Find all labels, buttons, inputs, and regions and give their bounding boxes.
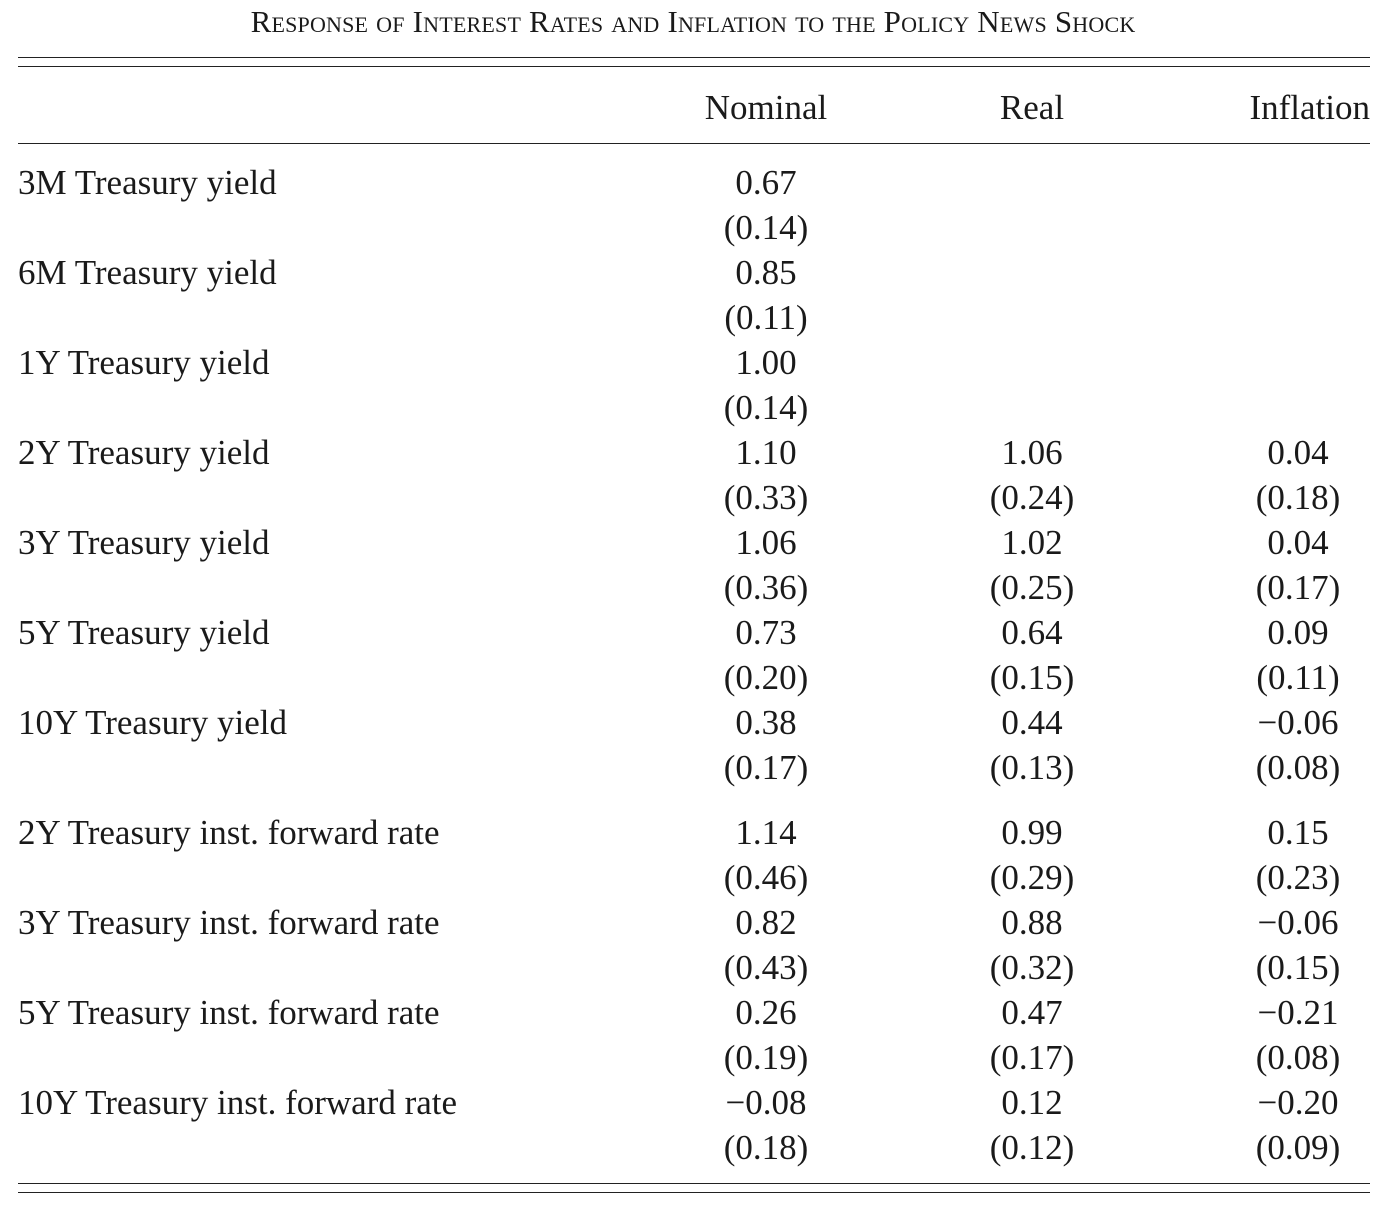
inflation-coefficient [1198, 340, 1386, 385]
nominal-coefficient: 1.00 [735, 343, 797, 382]
real-standard-error [932, 385, 1132, 430]
real-coefficient [932, 160, 1132, 205]
nominal-standard-error: (0.17) [723, 748, 809, 787]
row-label: 3M Treasury yield [18, 163, 277, 202]
real-coefficient [932, 250, 1132, 295]
inflation-coefficient: 0.15 [1267, 813, 1329, 852]
real-coefficient [932, 340, 1132, 385]
inflation-standard-error: (0.08) [1255, 748, 1341, 787]
row-label: 5Y Treasury yield [18, 613, 270, 652]
row-label: 3Y Treasury yield [18, 523, 270, 562]
row-label: 2Y Treasury yield [18, 433, 270, 472]
table-row: 6M Treasury yield 0.85 (0.11) [18, 250, 1370, 340]
nominal-standard-error: (0.19) [723, 1038, 809, 1077]
inflation-coefficient [1198, 250, 1386, 295]
real-coefficient: 0.64 [1001, 613, 1063, 652]
inflation-standard-error [1198, 295, 1386, 340]
bottom-rule-2 [18, 1192, 1370, 1193]
real-standard-error: (0.12) [989, 1128, 1075, 1167]
row-label: 2Y Treasury inst. forward rate [18, 813, 440, 852]
inflation-coefficient: 0.04 [1267, 523, 1329, 562]
table-row: 3Y Treasury yield 1.06 (0.36) 1.02 (0.25) 0.0… [18, 520, 1370, 610]
nominal-standard-error: (0.43) [723, 948, 809, 987]
top-rule-1 [18, 57, 1370, 58]
nominal-coefficient: 0.67 [735, 163, 797, 202]
real-standard-error: (0.13) [989, 748, 1075, 787]
nominal-standard-error: (0.20) [723, 658, 809, 697]
inflation-standard-error: (0.09) [1255, 1128, 1341, 1167]
nominal-coefficient: 0.73 [735, 613, 797, 652]
row-label: 10Y Treasury inst. forward rate [18, 1083, 458, 1122]
real-coefficient: 0.88 [1001, 903, 1063, 942]
nominal-standard-error: (0.14) [723, 208, 809, 247]
table-row: 3Y Treasury inst. forward rate 0.82 (0.43)… [18, 900, 1370, 990]
nominal-coefficient: 0.26 [735, 993, 797, 1032]
nominal-coefficient: 1.06 [735, 523, 797, 562]
real-standard-error [932, 295, 1132, 340]
inflation-standard-error [1198, 205, 1386, 250]
real-coefficient: 0.44 [1001, 703, 1063, 742]
real-standard-error: (0.24) [989, 478, 1075, 517]
inflation-coefficient [1198, 160, 1386, 205]
nominal-standard-error: (0.18) [723, 1128, 809, 1167]
inflation-standard-error: (0.08) [1255, 1038, 1341, 1077]
nominal-standard-error: (0.11) [724, 298, 808, 337]
nominal-standard-error: (0.36) [723, 568, 809, 607]
nominal-coefficient: −0.08 [725, 1083, 807, 1122]
top-rule-2 [18, 66, 1370, 67]
table-row: 5Y Treasury inst. forward rate 0.26 (0.19)… [18, 990, 1370, 1080]
table-row: 1Y Treasury yield 1.00 (0.14) [18, 340, 1370, 430]
inflation-standard-error: (0.11) [1256, 658, 1340, 697]
real-standard-error: (0.25) [989, 568, 1075, 607]
row-label: 5Y Treasury inst. forward rate [18, 993, 440, 1032]
table-row: 3M Treasury yield 0.67 (0.14) [18, 160, 1370, 250]
real-standard-error: (0.32) [989, 948, 1075, 987]
inflation-coefficient: −0.20 [1257, 1083, 1339, 1122]
table-row: 10Y Treasury yield 0.38 (0.17) 0.44 (0.13) −0… [18, 700, 1370, 790]
inflation-coefficient: −0.06 [1257, 903, 1339, 942]
real-coefficient: 0.12 [1001, 1083, 1063, 1122]
nominal-coefficient: 0.82 [735, 903, 797, 942]
inflation-standard-error: (0.23) [1255, 858, 1341, 897]
real-standard-error [932, 205, 1132, 250]
inflation-standard-error: (0.15) [1255, 948, 1341, 987]
row-label: 10Y Treasury yield [18, 703, 287, 742]
inflation-coefficient: 0.09 [1267, 613, 1329, 652]
row-label: 1Y Treasury yield [18, 343, 270, 382]
inflation-coefficient: −0.06 [1257, 703, 1339, 742]
bottom-rule-1 [18, 1183, 1370, 1184]
inflation-standard-error [1198, 385, 1386, 430]
table-row: 2Y Treasury yield 1.10 (0.33) 1.06 (0.24) 0.0… [18, 430, 1370, 520]
nominal-standard-error: (0.14) [723, 388, 809, 427]
column-header-inflation: Inflation [1249, 88, 1370, 127]
real-coefficient: 1.02 [1001, 523, 1063, 562]
real-standard-error: (0.29) [989, 858, 1075, 897]
table-caption: Response of Interest Rates and Inflation… [250, 4, 1136, 39]
inflation-coefficient: 0.04 [1267, 433, 1329, 472]
real-coefficient: 1.06 [1001, 433, 1063, 472]
nominal-standard-error: (0.33) [723, 478, 809, 517]
inflation-standard-error: (0.18) [1255, 478, 1341, 517]
column-header-nominal: Nominal [704, 88, 828, 127]
nominal-coefficient: 0.85 [735, 253, 797, 292]
nominal-standard-error: (0.46) [723, 858, 809, 897]
nominal-coefficient: 1.14 [735, 813, 797, 852]
table-row: 5Y Treasury yield 0.73 (0.20) 0.64 (0.15) 0.0… [18, 610, 1370, 700]
nominal-coefficient: 1.10 [735, 433, 797, 472]
table-row: 2Y Treasury inst. forward rate 1.14 (0.46)… [18, 810, 1370, 900]
nominal-coefficient: 0.38 [735, 703, 797, 742]
inflation-coefficient: −0.21 [1257, 993, 1339, 1032]
column-header-real: Real [999, 88, 1065, 127]
row-label: 3Y Treasury inst. forward rate [18, 903, 440, 942]
inflation-standard-error: (0.17) [1255, 568, 1341, 607]
row-label: 6M Treasury yield [18, 253, 277, 292]
real-standard-error: (0.17) [989, 1038, 1075, 1077]
real-standard-error: (0.15) [989, 658, 1075, 697]
real-coefficient: 0.99 [1001, 813, 1063, 852]
real-coefficient: 0.47 [1001, 993, 1063, 1032]
table-row: 10Y Treasury inst. forward rate −0.08 (0.1… [18, 1080, 1370, 1170]
header-rule [18, 143, 1370, 144]
